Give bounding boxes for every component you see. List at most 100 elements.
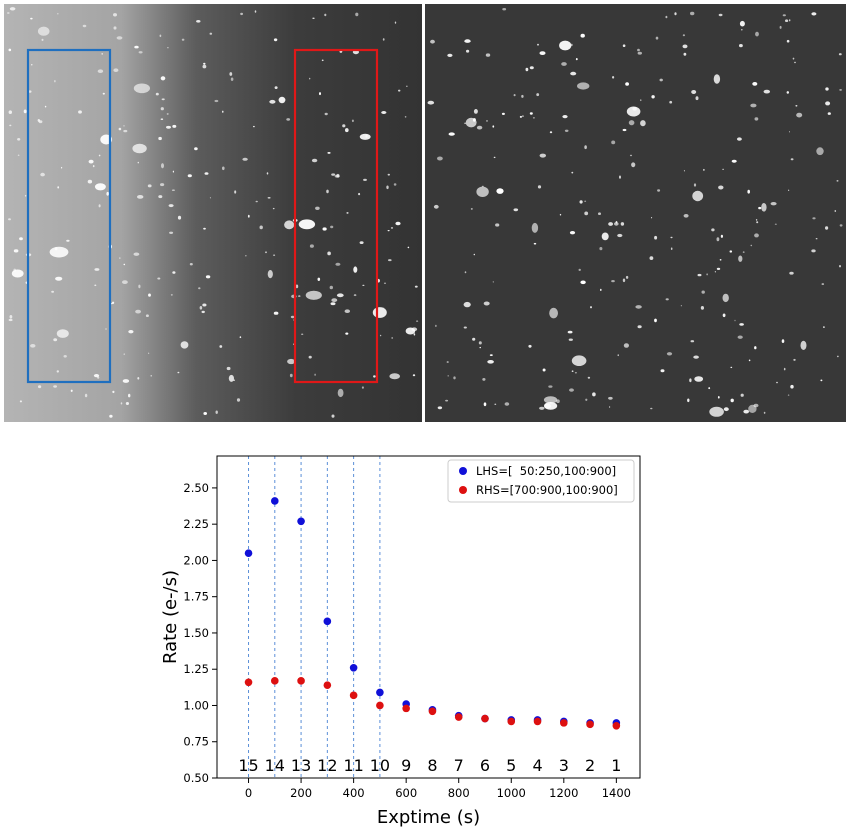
source-blob (7, 12, 10, 14)
dashed-vertical-lines (248, 456, 381, 778)
source-blob (388, 259, 392, 262)
source-blob (57, 13, 59, 15)
source-blob (390, 227, 394, 229)
source-blob (289, 373, 293, 378)
y-tick-label: 1.50 (183, 626, 209, 640)
source-blob (786, 91, 789, 94)
source-blob (690, 11, 695, 16)
source-blob (640, 120, 646, 127)
source-blob (254, 10, 257, 13)
source-blob (793, 358, 796, 361)
source-blob (345, 332, 349, 335)
source-blob (160, 76, 166, 81)
y-axis-label: Rate (e-/s) (160, 570, 181, 664)
source-blob (665, 15, 668, 19)
source-blob (580, 33, 585, 38)
source-blob (113, 13, 117, 17)
source-blob (30, 17, 33, 20)
source-blob (495, 223, 500, 227)
source-blob (123, 263, 126, 266)
source-blob (640, 99, 642, 102)
point-number-label: 1 (611, 756, 621, 775)
source-blob (629, 154, 633, 157)
source-blob (94, 183, 106, 191)
source-blob (504, 402, 510, 406)
source-blob (569, 231, 576, 235)
source-blob (181, 38, 185, 41)
lhs-point-5 (376, 688, 384, 697)
source-blob (521, 115, 524, 117)
source-blob (750, 103, 757, 108)
source-blob (729, 250, 733, 253)
x-tick-label: 800 (448, 786, 470, 800)
source-blob (492, 281, 494, 283)
rhs-point-8 (454, 713, 463, 721)
source-blob (113, 26, 117, 30)
source-blob (608, 396, 613, 400)
source-blob (532, 117, 535, 119)
source-blob (790, 384, 794, 389)
source-blob (711, 228, 715, 232)
source-blob (132, 143, 147, 154)
source-blob (92, 165, 95, 168)
source-blob (11, 269, 24, 278)
source-blob (789, 131, 790, 133)
source-blob (492, 125, 495, 128)
point-number-label: 4 (532, 756, 542, 775)
source-blob (740, 393, 744, 397)
source-blob (584, 200, 587, 202)
source-blob (56, 370, 59, 373)
source-blob (701, 290, 705, 294)
source-blob (533, 242, 537, 245)
source-blob (324, 13, 327, 17)
rhs-point-0 (244, 678, 253, 687)
source-blob (56, 329, 69, 338)
source-blob (815, 238, 818, 240)
source-blob (137, 377, 140, 380)
source-blob (737, 335, 743, 339)
point-number-label: 8 (427, 756, 437, 775)
source-blob (578, 268, 581, 271)
source-blob (327, 152, 331, 154)
source-blob (161, 98, 165, 101)
source-blob (41, 38, 44, 42)
source-blob (298, 219, 316, 230)
source-blob (309, 244, 314, 248)
source-blob (654, 318, 657, 323)
source-blob (761, 203, 767, 212)
source-blob (776, 381, 778, 384)
source-blob (719, 259, 722, 261)
legend-marker-lhs (459, 467, 467, 475)
source-blob (54, 80, 56, 83)
source-blob (329, 285, 333, 290)
source-blob (214, 99, 219, 103)
source-blob (342, 124, 346, 128)
source-blob (324, 112, 328, 116)
source-blob (525, 67, 529, 72)
source-blob (792, 57, 795, 60)
source-blob (755, 219, 758, 221)
source-blob (177, 371, 180, 374)
source-blob (365, 134, 368, 138)
rhs-point-6 (402, 704, 410, 713)
source-blob (692, 190, 704, 202)
source-blob (485, 53, 491, 57)
source-blob (584, 211, 589, 216)
source-blob (549, 307, 558, 319)
source-blob (379, 334, 382, 337)
source-blob (519, 115, 523, 118)
source-blob (447, 53, 453, 58)
source-blob (38, 385, 42, 389)
source-blob (363, 178, 367, 181)
source-blob (811, 12, 817, 16)
source-blob (620, 222, 625, 226)
source-blob (201, 310, 205, 314)
source-blob (106, 191, 109, 196)
source-blob (470, 208, 473, 210)
source-blob (383, 282, 387, 284)
source-blob (331, 414, 335, 418)
source-blob (407, 246, 410, 249)
source-blob (166, 125, 171, 129)
source-blob (622, 44, 626, 47)
source-blob (98, 154, 101, 157)
